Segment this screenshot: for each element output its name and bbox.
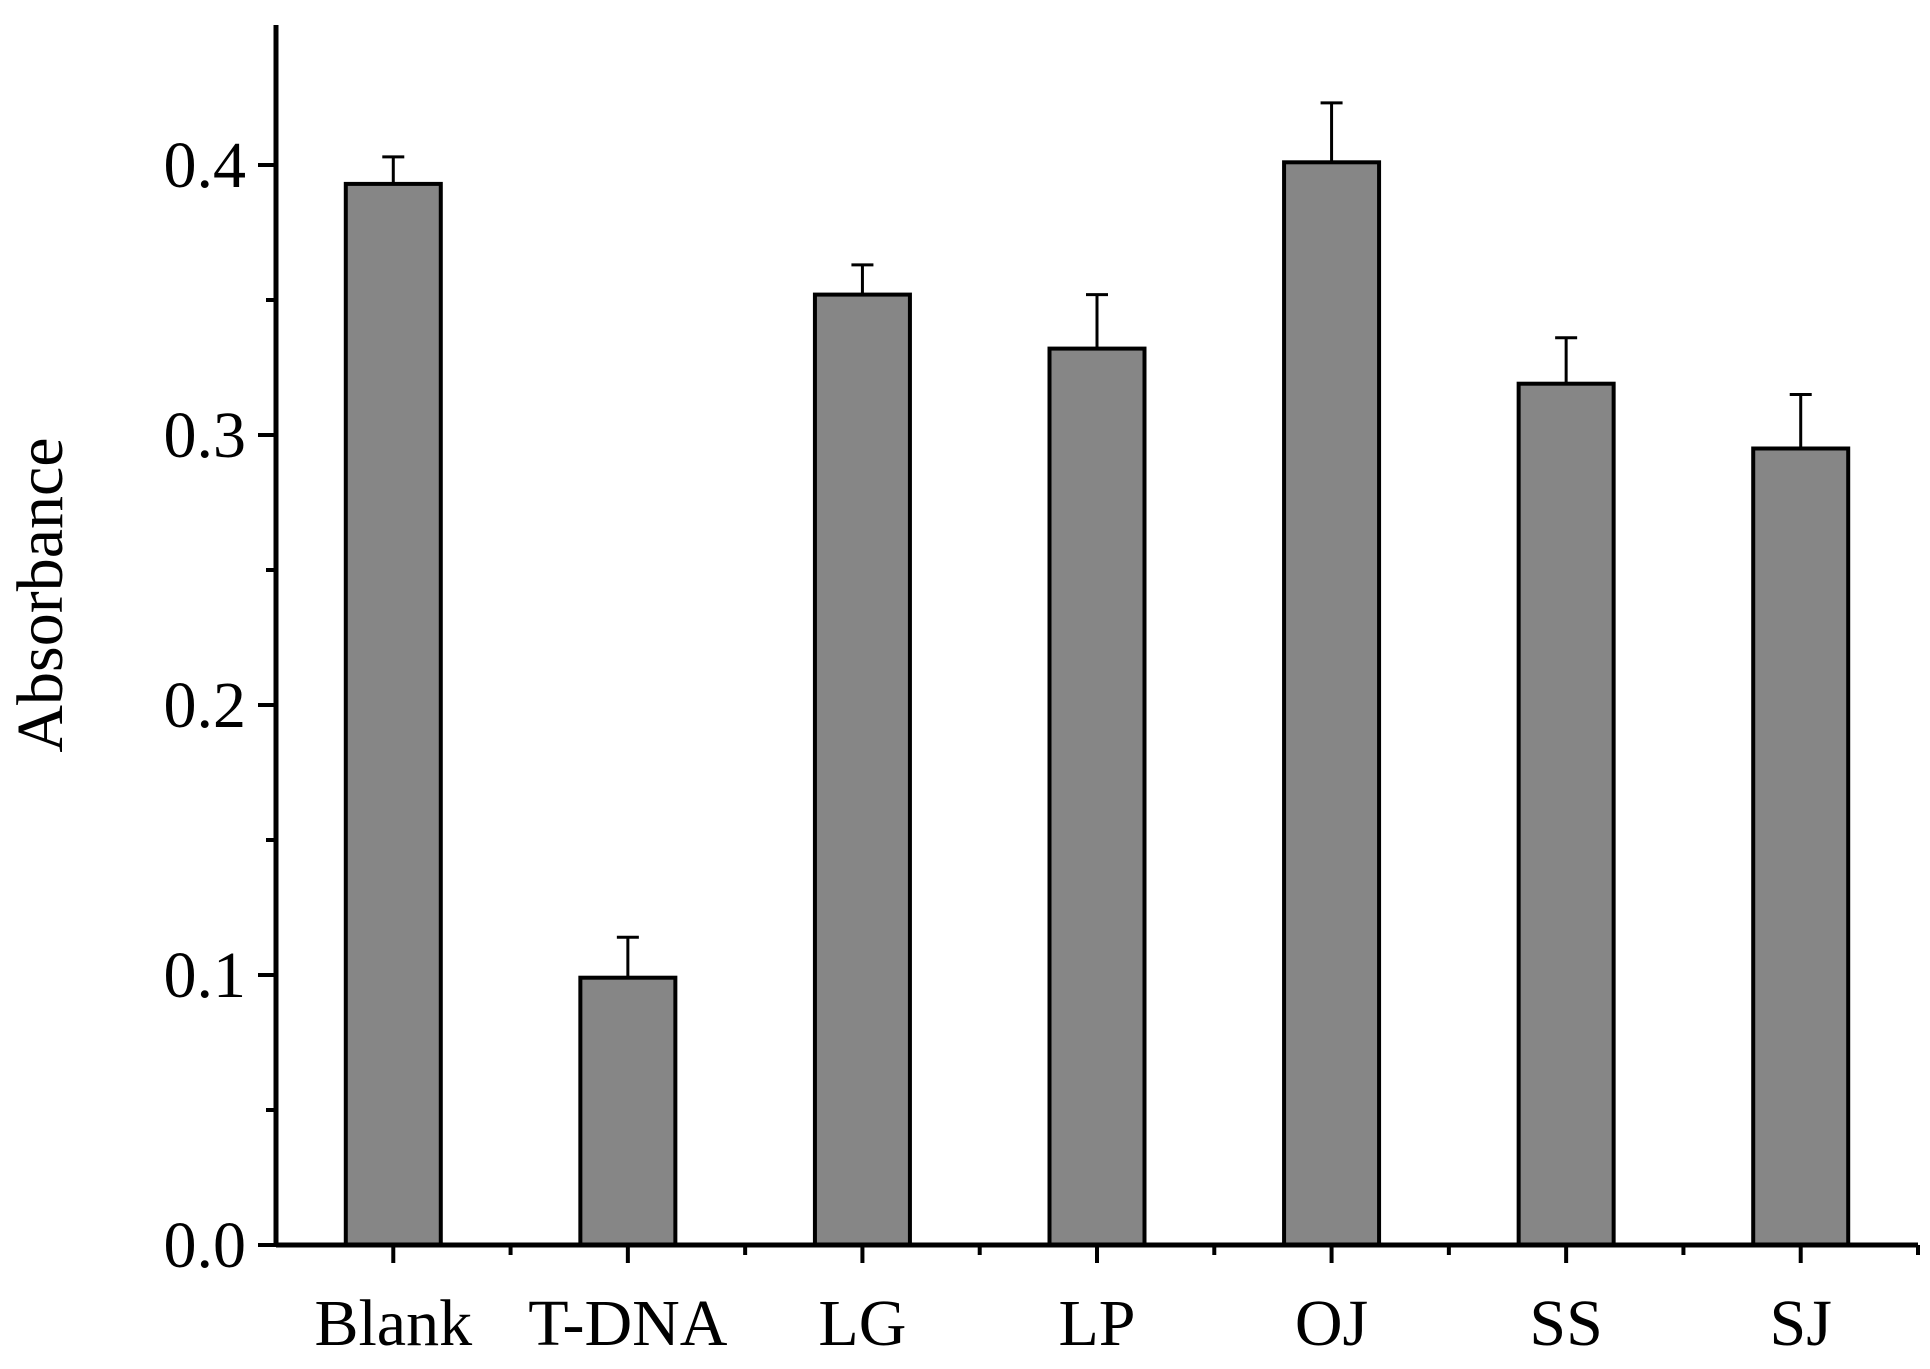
y-ticks: 0.0 0.1 0.2 0.3 0.4: [164, 129, 276, 1282]
x-tick-label-lp: LP: [1058, 1287, 1135, 1360]
bars-layer: [343, 101, 1851, 1248]
x-tick-label-blank: Blank: [314, 1287, 472, 1360]
bar-oj: [1282, 160, 1382, 1247]
bar-lp: [1047, 346, 1147, 1248]
bar-ss: [1516, 381, 1616, 1247]
y-tick-label: 0.2: [164, 669, 247, 742]
x-tick-label-oj: OJ: [1295, 1287, 1368, 1360]
x-ticks: Blank T-DNA LG LP OJ SS SJ: [314, 1245, 1920, 1360]
y-tick-label: 0.0: [164, 1209, 247, 1282]
bar-sj: [1751, 446, 1851, 1247]
x-tick-label-lg: LG: [818, 1287, 906, 1360]
y-tick-label: 0.3: [164, 399, 247, 472]
bar-lg: [812, 292, 912, 1248]
bar-blank: [343, 181, 443, 1247]
x-tick-label-sj: SJ: [1770, 1287, 1832, 1360]
bar-t-dna: [578, 975, 678, 1247]
y-tick-label: 0.4: [164, 129, 247, 202]
x-tick-label-ss: SS: [1529, 1287, 1602, 1360]
y-axis-title: Absorbance: [4, 437, 77, 752]
x-tick-label-t-dna: T-DNA: [528, 1287, 728, 1360]
y-tick-label: 0.1: [164, 939, 247, 1012]
